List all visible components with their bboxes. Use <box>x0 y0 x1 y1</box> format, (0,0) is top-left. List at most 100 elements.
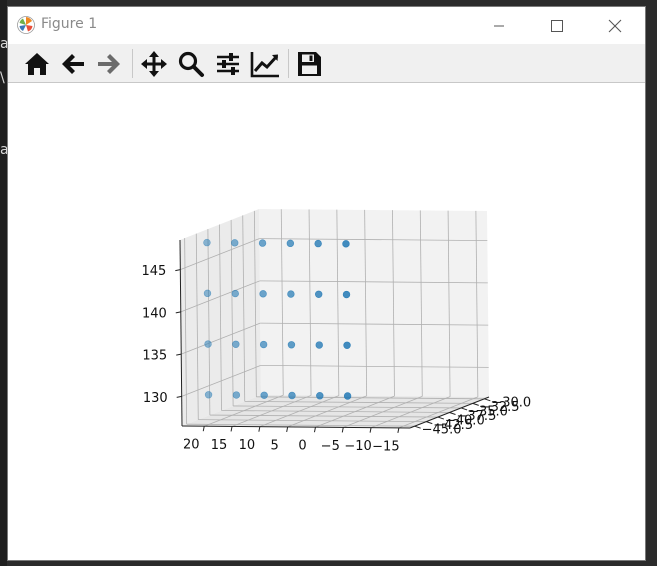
tick-labels: 20 15 10 5 0 −5 −10 −15 −30.0−32.5−35.0−37.5−40.… <box>141 264 531 454</box>
gridline-y <box>184 238 188 425</box>
y-tick-label: −40.0 <box>445 414 485 429</box>
title-bar[interactable]: Figure 1 <box>8 7 645 44</box>
figure-canvas[interactable]: 20 15 10 5 0 −5 −10 −15 −30.0 −32.5 −35.0 −37.5 −40.… <box>8 83 645 560</box>
figure-window: Figure 1 <box>7 6 646 561</box>
data-point <box>343 392 352 400</box>
minimize-button[interactable] <box>470 7 528 44</box>
data-point <box>315 341 323 349</box>
y-tick <box>460 407 468 411</box>
edit-axes-button[interactable] <box>248 47 282 81</box>
gridline-y <box>195 233 199 420</box>
home-icon <box>25 53 49 75</box>
forward-button[interactable] <box>92 47 126 81</box>
x-tick-label: 5 <box>271 438 279 453</box>
gridline-x <box>336 209 340 396</box>
gridline-y <box>198 419 427 423</box>
y-tick-label: −32.5 <box>480 400 520 415</box>
gridline-z <box>181 365 261 397</box>
x-tick <box>369 427 372 433</box>
x-tick <box>230 426 233 432</box>
z-tick-label: 135 <box>142 349 167 364</box>
data-point <box>203 289 212 298</box>
tick-marks <box>175 269 491 434</box>
axes-panes <box>180 209 489 428</box>
x-tick-label: 0 <box>298 439 306 454</box>
save-button[interactable] <box>292 47 326 81</box>
y-tick-label: −35.0 <box>468 404 508 419</box>
x-tick <box>286 426 289 433</box>
x-tick-label: 10 <box>239 438 256 453</box>
data-point <box>286 239 295 248</box>
pan-button[interactable] <box>137 47 171 81</box>
data-point <box>259 340 268 349</box>
data-point <box>288 391 296 400</box>
data-point <box>287 290 295 298</box>
gridline-z <box>260 322 489 326</box>
data-point <box>342 240 350 248</box>
toolbar-separator <box>132 49 133 78</box>
y-tick <box>437 416 445 420</box>
navigation-toolbar <box>8 44 645 83</box>
maximize-button[interactable] <box>528 7 586 44</box>
data-point <box>314 239 322 248</box>
gridline-z <box>181 322 261 355</box>
x-tick <box>258 426 261 432</box>
gridline-y <box>209 414 438 418</box>
z-axis-line <box>179 239 183 427</box>
gridline-y <box>244 400 473 404</box>
gridline-y <box>242 215 246 402</box>
matplotlib-logo-icon <box>17 16 35 34</box>
x-tick-label: 20 <box>183 438 200 453</box>
sliders-icon <box>217 53 239 75</box>
3d-scatter-plot[interactable]: 20 15 10 5 0 −5 −10 −15 −30.0−32.5−35.0−37.5−40.… <box>8 83 645 560</box>
y-tick <box>426 421 433 425</box>
y-tick-label: −30.0 <box>491 395 531 410</box>
gridline-z <box>259 280 488 284</box>
gridline-x <box>447 210 451 397</box>
data-point <box>203 238 211 247</box>
home-button[interactable] <box>20 47 54 81</box>
background-glyph: \ <box>0 70 5 86</box>
window-title: Figure 1 <box>41 16 98 32</box>
z-tick <box>175 311 181 314</box>
data-point <box>287 341 296 349</box>
z-tick-label: 140 <box>142 306 167 321</box>
move-icon <box>141 51 167 77</box>
configure-subplots-button[interactable] <box>211 47 245 81</box>
gridline-y <box>253 210 257 397</box>
zoom-button[interactable] <box>174 47 208 81</box>
data-point <box>316 392 324 400</box>
gridline-x <box>419 210 423 397</box>
y-tick <box>472 402 479 406</box>
gridline-y <box>219 224 222 411</box>
x-tick <box>397 427 400 434</box>
z-tick <box>175 269 181 272</box>
zoom-icon <box>178 51 204 77</box>
gridline-y <box>207 229 211 416</box>
x-axis-line <box>181 425 411 429</box>
gridline-y <box>230 219 234 406</box>
gridline-x <box>308 209 312 396</box>
data-point <box>258 239 267 247</box>
y-tick <box>414 425 421 429</box>
x-tick <box>202 426 205 432</box>
back-arrow-icon <box>62 54 84 74</box>
back-pane <box>259 209 489 397</box>
z-tick-label: 130 <box>143 391 168 406</box>
data-point <box>259 290 267 298</box>
background-glyph: a <box>0 36 7 52</box>
x-tick <box>313 427 316 433</box>
gridline-x <box>364 209 368 396</box>
z-tick <box>176 395 182 398</box>
z-tick-label: 145 <box>141 264 166 279</box>
gridline-y <box>233 405 462 409</box>
x-tick <box>341 427 344 433</box>
save-icon <box>298 52 321 76</box>
gridlines <box>180 209 489 429</box>
back-button[interactable] <box>56 47 90 81</box>
data-point <box>342 290 351 299</box>
data-point <box>232 391 241 399</box>
x-tick-label: −5 <box>321 439 340 454</box>
gridline-y <box>186 423 415 427</box>
close-button[interactable] <box>586 7 644 44</box>
